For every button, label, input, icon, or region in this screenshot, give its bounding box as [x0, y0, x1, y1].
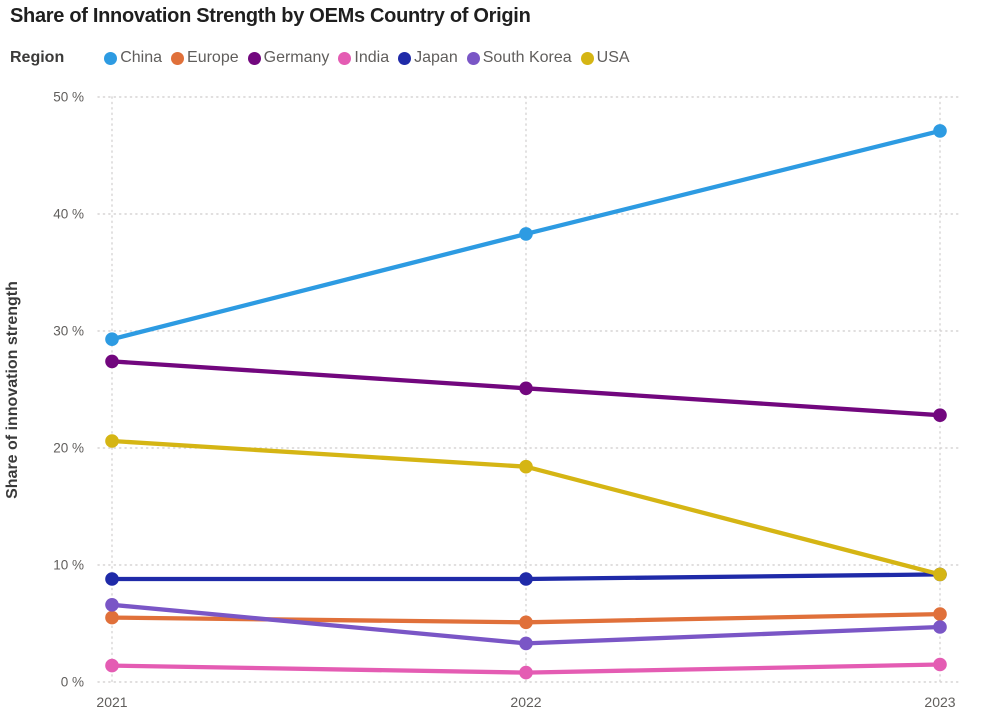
- legend-dot-japan: [398, 51, 412, 65]
- data-point-india-2022[interactable]: [519, 665, 533, 680]
- legend-dot-china: [104, 51, 118, 65]
- legend-items: China Europe Germany India Japan South Korea U…: [104, 49, 638, 67]
- legend-label-germany: Germany: [263, 49, 330, 66]
- legend-item-india[interactable]: India: [338, 49, 389, 67]
- y-axis-tick-50%: 50 %: [53, 90, 84, 105]
- y-axis-tick-20%: 20 %: [53, 441, 84, 456]
- legend-dot-europe: [171, 51, 185, 65]
- data-point-south-korea-2022[interactable]: [519, 636, 533, 651]
- legend-item-germany[interactable]: Germany: [247, 49, 330, 67]
- legend-item-usa[interactable]: USA: [580, 49, 630, 67]
- legend-label-india: India: [354, 49, 390, 66]
- data-point-usa-2023[interactable]: [933, 567, 947, 582]
- data-point-india-2023[interactable]: [933, 657, 947, 672]
- chart-title: Share of Innovation Strength by OEMs Cou…: [10, 5, 531, 27]
- x-axis-tick-2022: 2022: [510, 694, 541, 710]
- legend-item-europe[interactable]: Europe: [171, 49, 239, 67]
- legend-dot-south-korea: [466, 51, 480, 65]
- legend-label-usa: USA: [596, 49, 630, 66]
- legend-label-europe: Europe: [187, 49, 239, 66]
- x-axis-tick-2023: 2023: [924, 694, 955, 710]
- data-point-india-2021[interactable]: [105, 658, 119, 673]
- data-point-usa-2021[interactable]: [105, 434, 119, 448]
- legend-dot-usa: [580, 51, 594, 65]
- legend-label-japan: Japan: [414, 49, 458, 66]
- x-axis-tick-2021: 2021: [96, 694, 127, 710]
- data-point-china-2021[interactable]: [105, 332, 119, 346]
- y-axis-title: Share of innovation strength: [4, 281, 21, 499]
- data-point-germany-2022[interactable]: [519, 381, 533, 396]
- data-point-germany-2023[interactable]: [933, 408, 947, 423]
- data-point-europe-2021[interactable]: [105, 610, 119, 625]
- legend-dot-india: [338, 51, 352, 65]
- line-chart: 0 % 10 % 20 % 30 % 40 % 50 % 2021 2022 2023 Share…: [4, 90, 959, 710]
- data-point-japan-2021[interactable]: [105, 572, 119, 586]
- legend-item-china[interactable]: China: [104, 49, 162, 67]
- data-point-china-2023[interactable]: [933, 124, 947, 138]
- y-axis-tick-40%: 40 %: [53, 207, 84, 222]
- y-axis-tick-10%: 10 %: [53, 558, 84, 573]
- data-point-japan-2022[interactable]: [519, 572, 533, 586]
- legend-item-japan[interactable]: Japan: [398, 49, 458, 67]
- data-point-south-korea-2021[interactable]: [105, 598, 119, 612]
- data-point-europe-2023[interactable]: [933, 607, 947, 621]
- legend-item-south-korea[interactable]: South Korea: [466, 49, 572, 67]
- data-point-europe-2022[interactable]: [519, 615, 533, 630]
- data-point-usa-2022[interactable]: [519, 459, 533, 474]
- legend-dot-germany: [247, 51, 261, 65]
- legend: Region China Europe Germany India Japan South…: [10, 49, 639, 67]
- data-point-china-2022[interactable]: [519, 227, 533, 241]
- data-point-south-korea-2023[interactable]: [933, 620, 947, 634]
- legend-label-south-korea: South Korea: [482, 49, 572, 66]
- legend-label-china: China: [120, 49, 163, 66]
- legend-title: Region: [10, 49, 65, 66]
- data-point-germany-2021[interactable]: [105, 354, 119, 369]
- y-axis-tick-0%: 0 %: [61, 675, 84, 690]
- y-axis-tick-30%: 30 %: [53, 324, 84, 339]
